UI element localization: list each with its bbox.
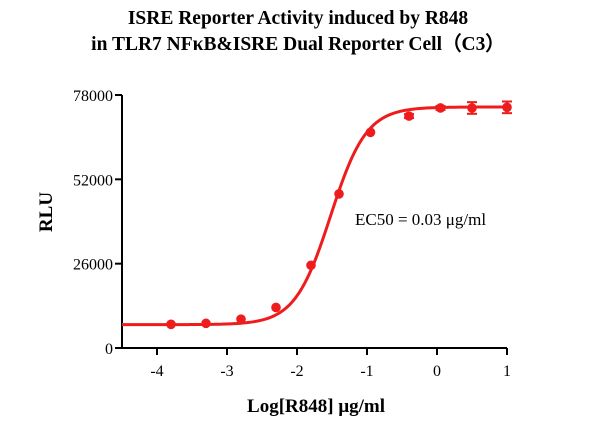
- axes: [121, 95, 507, 349]
- data-point: [467, 103, 477, 113]
- data-point: [365, 127, 376, 138]
- y-tick-label: 0: [105, 341, 113, 358]
- data-point: [236, 314, 246, 324]
- data-point: [435, 103, 446, 113]
- data-point: [502, 102, 512, 113]
- x-axis-ticks: -4 -3 -2 -1 0 1: [150, 348, 511, 380]
- x-axis-title: Log[R848] μg/ml: [247, 396, 385, 417]
- x-tick-label: -1: [360, 363, 373, 380]
- chart-title-line-2: in TLR7 NFκB&ISRE Dual Reporter Cell（C3）: [91, 34, 505, 55]
- chart-title: ISRE Reporter Activity induced by R848 i…: [0, 6, 596, 58]
- x-tick-label: -3: [220, 363, 233, 380]
- x-tick-label: 1: [503, 363, 511, 380]
- x-tick-label: -2: [290, 363, 303, 380]
- y-tick-label: 78000: [73, 88, 113, 105]
- data-points: [166, 100, 512, 330]
- data-point: [166, 319, 176, 330]
- data-point: [306, 260, 316, 271]
- chart-title-line-1: ISRE Reporter Activity induced by R848: [127, 8, 469, 29]
- y-axis-title: RLU: [36, 192, 57, 232]
- data-point: [334, 189, 344, 199]
- y-tick-label: 52000: [73, 172, 113, 189]
- y-axis-ticks: 0 26000 52000 78000: [73, 88, 122, 358]
- y-tick-label: 26000: [73, 257, 113, 274]
- ec50-annotation: EC50 = 0.03 μg/ml: [355, 210, 486, 229]
- data-point: [404, 111, 414, 121]
- data-point: [201, 318, 211, 329]
- x-tick-label: 0: [433, 363, 441, 380]
- x-tick-label: -4: [150, 363, 163, 380]
- data-point: [271, 302, 281, 313]
